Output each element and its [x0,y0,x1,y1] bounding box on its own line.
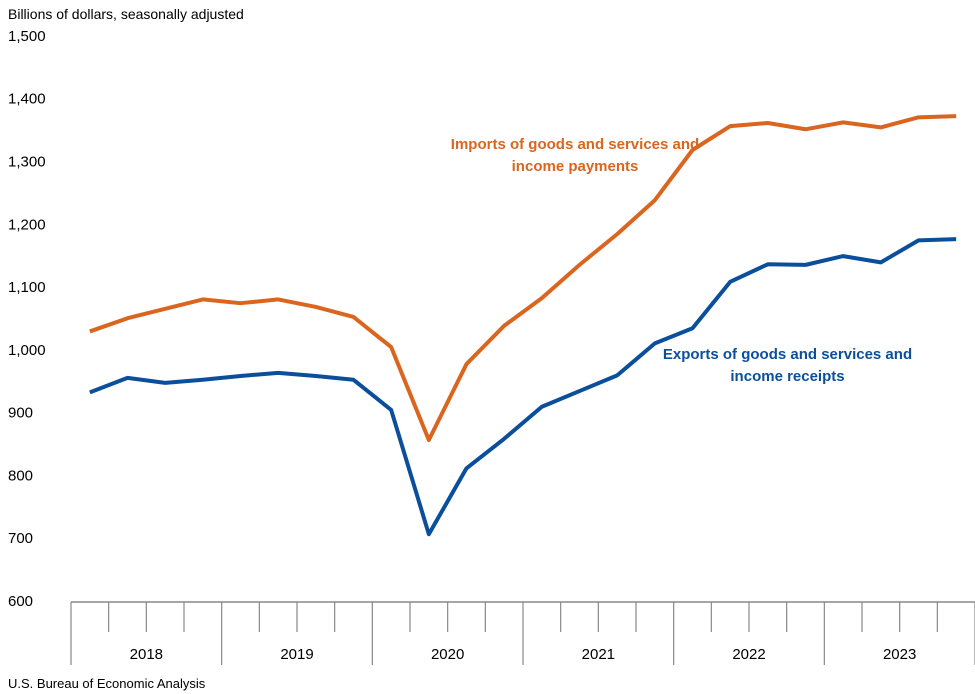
series-line [89,237,957,537]
series-line [89,114,957,443]
x-group-label: 2018 [130,646,163,663]
y-tick-label: 1,000 [8,342,46,359]
y-tick-label: 800 [8,467,33,484]
x-group-label: 2021 [582,646,615,663]
x-group-label: 2020 [431,646,464,663]
y-tick-label: 1,100 [8,279,46,296]
source: U.S. Bureau of Economic Analysis [8,676,206,691]
y-tick-label: 900 [8,405,33,422]
y-tick-label: 1,400 [8,91,46,108]
series-label: Imports of goods and services and income… [450,136,700,175]
x-group-label: 2023 [883,646,916,663]
x-group-label: 2019 [280,646,313,663]
y-tick-label: 600 [8,593,33,610]
series-label: Exports of goods and services and income… [662,346,913,385]
y-tick-label: 1,300 [8,154,46,171]
y-tick-label: 1,500 [8,28,46,45]
y-tick-label: 700 [8,530,33,547]
x-group-label: 2022 [732,646,765,663]
y-tick-label: 1,200 [8,216,46,233]
y-axis-label: Billions of dollars, seasonally adjusted [8,6,244,22]
